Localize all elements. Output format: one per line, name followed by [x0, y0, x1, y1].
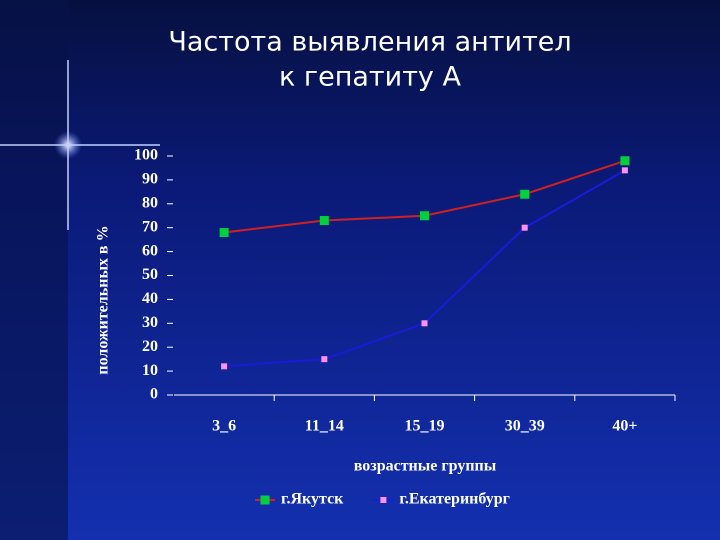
marker — [520, 189, 530, 199]
x-tick-label: 30_39 — [505, 418, 545, 435]
marker — [521, 224, 528, 231]
y-tick-label: 50 — [142, 266, 158, 283]
y-tick-label: 0 — [150, 386, 158, 403]
side-band — [0, 0, 68, 540]
y-tick-label: 10 — [142, 362, 158, 379]
y-axis-title: положительных в % — [95, 225, 112, 374]
y-tick-label: 40 — [142, 290, 158, 307]
legend-label: г.Екатеринбург — [399, 491, 510, 508]
y-tick-label: 80 — [142, 194, 158, 211]
marker — [621, 167, 628, 174]
y-tick-label: 90 — [142, 171, 158, 188]
y-tick-label: 30 — [142, 314, 158, 331]
legend-marker — [380, 497, 387, 503]
x-tick-label: 40+ — [612, 418, 637, 435]
title-line: Частота выявления антител — [168, 27, 571, 58]
x-tick-label: 11_14 — [305, 418, 344, 435]
title-line: к гепатиту А — [279, 62, 461, 93]
marker — [319, 216, 329, 226]
marker — [421, 320, 428, 327]
marker — [221, 363, 228, 370]
marker — [420, 211, 429, 221]
y-tick-label: 60 — [142, 242, 158, 259]
x-tick-label: 3_6 — [212, 418, 236, 435]
y-tick-label: 20 — [142, 338, 158, 355]
legend-marker — [260, 495, 270, 505]
marker — [620, 156, 630, 166]
marker — [321, 356, 328, 363]
x-tick-label: 15_19 — [405, 418, 445, 435]
x-axis-title: возрастные группы — [354, 458, 497, 475]
marker — [219, 227, 229, 237]
star-flare — [0, 60, 160, 230]
legend-label: г.Якутск — [281, 491, 344, 508]
y-tick-label: 70 — [142, 218, 158, 235]
y-tick-label: 100 — [134, 147, 158, 164]
